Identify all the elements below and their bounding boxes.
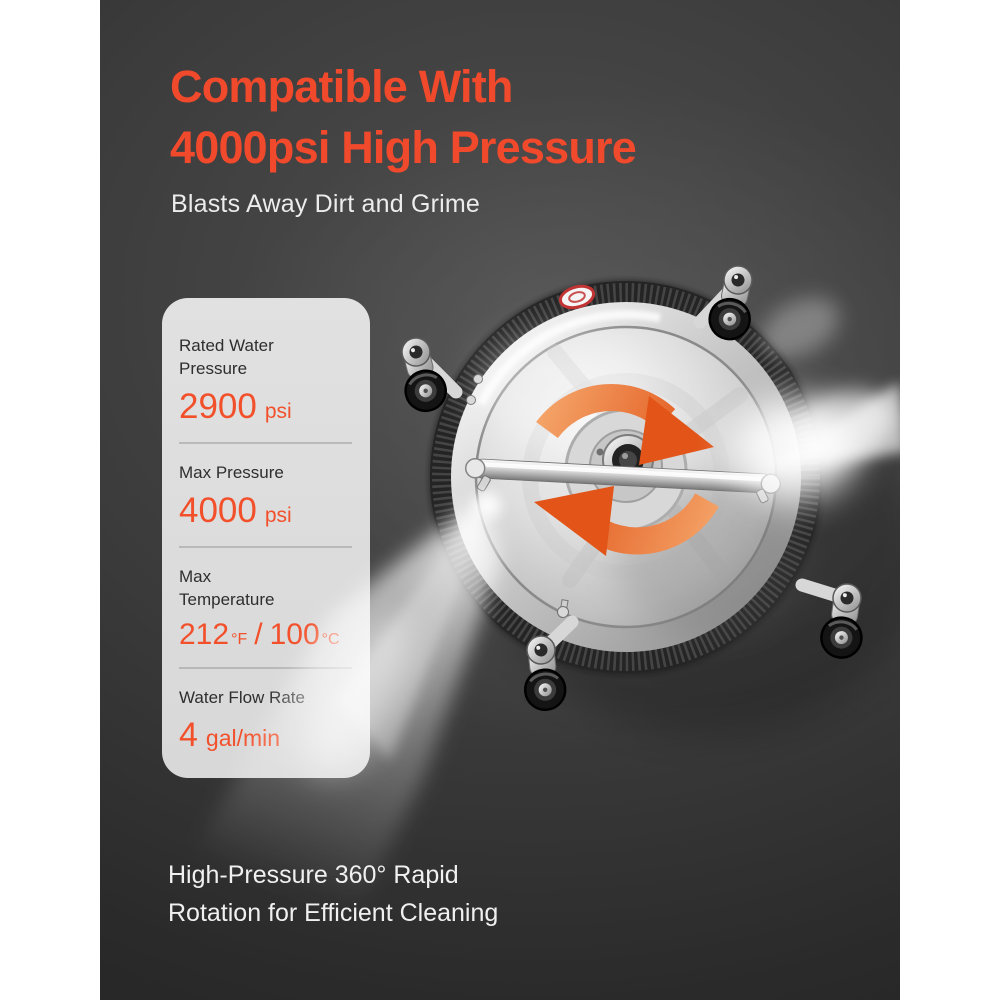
nozzle-right xyxy=(756,488,769,504)
spec-value: 4 gal/min xyxy=(179,716,281,754)
spec-label: Max Temperature xyxy=(179,567,275,609)
spec-value: 2900 psi xyxy=(179,387,292,426)
center-hub xyxy=(596,434,656,486)
footer-line-2: Rotation for Efficient Cleaning xyxy=(168,899,499,927)
spec-label: Rated Water Pressure xyxy=(179,336,274,378)
cleaner-deck xyxy=(428,279,824,675)
title-line-1: Compatible With xyxy=(170,61,513,112)
nozzle-left xyxy=(477,475,491,492)
grease-fitting xyxy=(557,599,569,618)
title-line-2: 4000psi High Pressure xyxy=(170,122,637,173)
dish xyxy=(475,326,777,628)
caster-arms xyxy=(411,277,851,657)
product-shadow xyxy=(491,378,900,734)
poster-background: Compatible With 4000psi High Pressure Bl… xyxy=(100,0,900,1000)
caster-wheel xyxy=(703,260,763,346)
spray-bar xyxy=(464,458,782,504)
divider xyxy=(179,667,352,669)
brand-badge xyxy=(558,284,596,310)
divider xyxy=(179,546,352,548)
spec-row-rated-pressure: Rated Water Pressure 2900 psi xyxy=(179,334,352,427)
caster-wheel xyxy=(390,331,453,418)
spec-row-water-flow-rate: Water Flow Rate 4 gal/min xyxy=(179,686,352,755)
footer-line-1: High-Pressure 360° Rapid xyxy=(168,861,459,889)
spec-label: Max Pressure xyxy=(179,463,284,482)
subtitle: Blasts Away Dirt and Grime xyxy=(171,190,481,218)
spec-panel: Rated Water Pressure 2900 psi Max Pressur… xyxy=(162,298,370,778)
spec-value: 4000 psi xyxy=(179,491,292,530)
spec-label: Water Flow Rate xyxy=(179,688,305,707)
page-title: Compatible With 4000psi High Pressure xyxy=(170,56,637,178)
caster-wheel xyxy=(816,579,872,663)
spec-row-max-pressure: Max Pressure 4000 psi xyxy=(179,461,352,531)
footer-caption: High-Pressure 360° Rapid Rotation for Ef… xyxy=(168,856,498,932)
caster-wheel xyxy=(517,632,570,715)
brush-ring xyxy=(430,281,822,673)
rotation-arrows-icon xyxy=(534,384,719,556)
divider xyxy=(179,442,352,444)
spec-value: 212 °F/100 °C xyxy=(179,618,340,651)
steel-rim xyxy=(451,302,801,652)
spec-row-max-temperature: Max Temperature 212 °F/100 °C xyxy=(179,565,352,652)
